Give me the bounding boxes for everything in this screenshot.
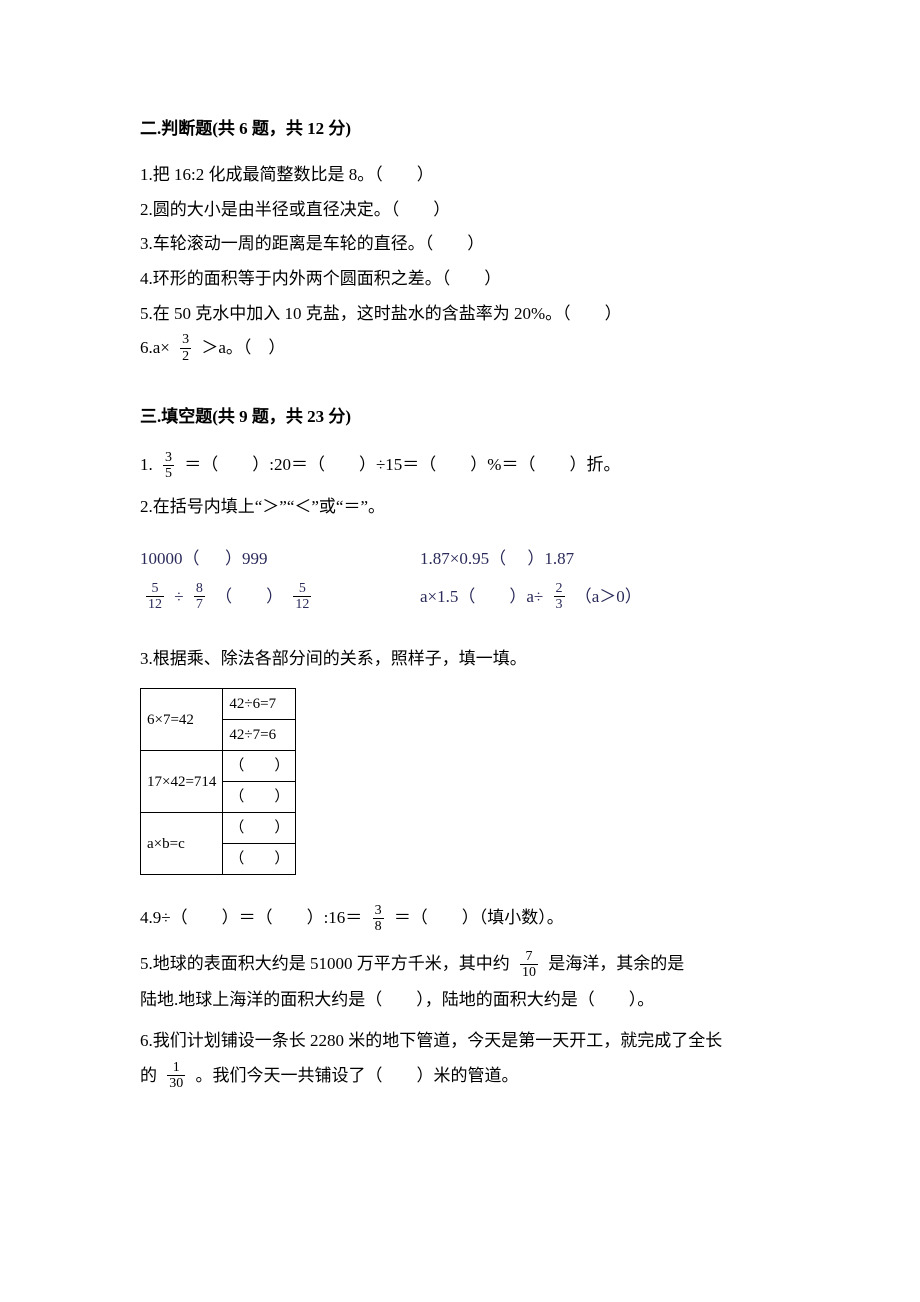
fraction-numerator: 5: [146, 581, 164, 597]
comp-1-right: ）999: [225, 549, 268, 568]
q3-5-line-2: 陆地.地球上海洋的面积大约是（ ），陆地的面积大约是（ ）。: [140, 985, 780, 1016]
q3-6-line-2: 的 1 30 。我们今天一共铺设了（ ）米的管道。: [140, 1061, 780, 1093]
comparison-2: 1.87×0.95（ ）1.87: [420, 545, 780, 572]
comparison-block: 10000（ ）999 1.87×0.95（ ）1.87 5 12 ÷ 8 7 …: [140, 545, 780, 614]
q3-6-line-1: 6.我们计划铺设一条长 2280 米的地下管道，今天是第一天开工，就完成了全长: [140, 1026, 780, 1057]
q2-2: 2.圆的大小是由半径或直径决定。（ ）: [140, 195, 780, 226]
table-cell: （ ）: [223, 844, 296, 875]
table-row: a×b=c （ ）: [141, 813, 296, 844]
q3-4-a: 4.9÷（ ）＝（ ）:16＝: [140, 908, 362, 927]
fraction-denominator: 12: [146, 597, 164, 612]
q2-6-fraction: 3 2: [180, 332, 191, 364]
q3-6-b: 的: [140, 1066, 157, 1085]
comp-3-frac-1: 5 12: [146, 581, 164, 613]
q3-6-c: 。我们今天一共铺设了（ ）米的管道。: [196, 1066, 519, 1085]
comp-3-frac-2: 8 7: [194, 581, 205, 613]
table-cell: 42÷7=6: [223, 720, 296, 751]
table-row: 17×42=714 （ ）: [141, 751, 296, 782]
comp-4-left: a×1.5（ ）a÷: [420, 587, 543, 606]
q3-1-suffix: ＝（ ）:20＝（ ）÷15＝（ ）%＝（ ）折。: [184, 455, 620, 474]
q3-3: 3.根据乘、除法各部分间的关系，照样子，填一填。: [140, 644, 780, 675]
fraction-denominator: 2: [180, 349, 191, 364]
fraction-denominator: 12: [293, 597, 311, 612]
q2-6: 6.a× 3 2 ＞a。（ ）: [140, 333, 780, 365]
q3-1-fraction: 3 5: [163, 450, 174, 482]
comparison-row-1: 10000（ ）999 1.87×0.95（ ）1.87: [140, 545, 780, 572]
calculation-table: 6×7=42 42÷6=7 42÷7=6 17×42=714 （ ） （ ） a…: [140, 688, 296, 875]
q3-2: 2.在括号内填上“＞”“＜”或“＝”。: [140, 492, 780, 523]
fraction-numerator: 5: [293, 581, 311, 597]
table-cell: a×b=c: [141, 813, 223, 875]
table-cell: 6×7=42: [141, 689, 223, 751]
q3-4: 4.9÷（ ）＝（ ）:16＝ 3 8 ＝（ ）（填小数）。: [140, 903, 780, 935]
q3-5-a: 5.地球的表面积大约是 51000 万平方千米，其中约: [140, 954, 510, 973]
fraction-numerator: 7: [520, 949, 538, 965]
q2-4: 4.环形的面积等于内外两个圆面积之差。（ ）: [140, 264, 780, 295]
q3-5-line-1: 5.地球的表面积大约是 51000 万平方千米，其中约 7 10 是海洋，其余的…: [140, 949, 780, 981]
table-row: 6×7=42 42÷6=7: [141, 689, 296, 720]
comp-1-left: 10000（: [140, 549, 200, 568]
table-cell: （ ）: [223, 782, 296, 813]
comparison-3: 5 12 ÷ 8 7 （ ） 5 12: [140, 582, 420, 614]
fraction-denominator: 10: [520, 965, 538, 980]
q3-1: 1. 3 5 ＝（ ）:20＝（ ）÷15＝（ ）%＝（ ）折。: [140, 450, 780, 482]
comparison-row-2: 5 12 ÷ 8 7 （ ） 5 12 a×1.5（ ）a÷ 2 3 （a＞0）: [140, 582, 780, 614]
q3-4-fraction: 3 8: [373, 903, 384, 935]
q3-6-fraction: 1 30: [167, 1060, 185, 1092]
table-cell: 42÷6=7: [223, 689, 296, 720]
q3-4-b: ＝（ ）（填小数）。: [394, 908, 564, 927]
q3-5-b: 是海洋，其余的是: [548, 954, 684, 973]
comparison-4: a×1.5（ ）a÷ 2 3 （a＞0）: [420, 582, 780, 614]
q2-1: 1.把 16:2 化成最简整数比是 8。（ ）: [140, 160, 780, 191]
comp-4-right: （a＞0）: [575, 587, 642, 606]
q2-6-suffix: ＞a。（ ）: [201, 338, 285, 357]
fraction-denominator: 3: [554, 597, 565, 612]
table-cell: （ ）: [223, 751, 296, 782]
fraction-denominator: 5: [163, 466, 174, 481]
fraction-numerator: 2: [554, 581, 565, 597]
divide-sign: ÷: [174, 587, 183, 606]
fraction-numerator: 3: [373, 903, 384, 919]
comp-3-frac-3: 5 12: [293, 581, 311, 613]
fraction-numerator: 1: [167, 1060, 185, 1076]
comp-3-paren: （ ）: [215, 587, 283, 606]
section-3-title: 三.填空题(共 9 题，共 23 分): [140, 403, 780, 430]
q2-3: 3.车轮滚动一周的距离是车轮的直径。（ ）: [140, 229, 780, 260]
comparison-1: 10000（ ）999: [140, 545, 420, 572]
section-2-title: 二.判断题(共 6 题，共 12 分): [140, 115, 780, 142]
comp-2-left: 1.87×0.95（: [420, 549, 506, 568]
table-cell: （ ）: [223, 813, 296, 844]
comp-4-frac: 2 3: [554, 581, 565, 613]
fraction-numerator: 3: [180, 332, 191, 348]
comp-2-right: ）1.87: [527, 549, 574, 568]
fraction-denominator: 30: [167, 1076, 185, 1091]
q2-6-prefix: 6.a×: [140, 338, 170, 357]
table-cell: 17×42=714: [141, 751, 223, 813]
q2-5: 5.在 50 克水中加入 10 克盐，这时盐水的含盐率为 20%。（ ）: [140, 299, 780, 330]
q3-5-fraction: 7 10: [520, 949, 538, 981]
q3-1-prefix: 1.: [140, 455, 153, 474]
fraction-numerator: 3: [163, 450, 174, 466]
fraction-denominator: 7: [194, 597, 205, 612]
fraction-denominator: 8: [373, 919, 384, 934]
fraction-numerator: 8: [194, 581, 205, 597]
